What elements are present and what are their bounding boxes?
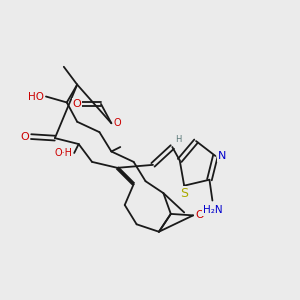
Text: S: S xyxy=(180,187,188,200)
Text: H: H xyxy=(175,135,182,144)
Text: O: O xyxy=(20,132,29,142)
Text: H₂N: H₂N xyxy=(202,205,222,215)
Text: O: O xyxy=(114,118,122,128)
Text: O: O xyxy=(196,210,204,220)
Text: N: N xyxy=(218,151,226,161)
Text: O·H: O·H xyxy=(55,148,73,158)
Text: O: O xyxy=(73,99,82,109)
Text: HO: HO xyxy=(28,92,43,101)
